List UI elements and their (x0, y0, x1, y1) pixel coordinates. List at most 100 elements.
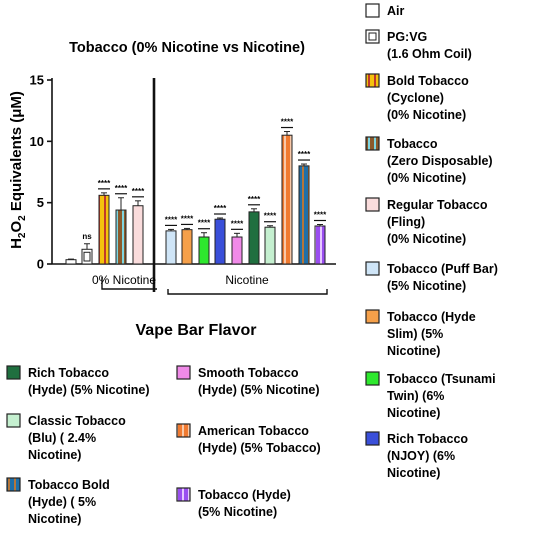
legend-right-item: PG:VG (1.6 Ohm Coil) (365, 29, 472, 61)
group-bracket-1 (167, 289, 328, 295)
legend-right-item: Tobacco (Puff Bar) (5% Nicotine) (365, 261, 498, 293)
group-label-0: 0% Nicotine (92, 273, 156, 287)
significance-label: **** (115, 184, 128, 193)
legend-label: Tobacco (387, 137, 438, 151)
legend-bottom-item: Tobacco Bold (Hyde) ( 5% Nicotine) (6, 477, 110, 526)
legend-right-item: Regular Tobacco (Fling) (0% Nicotine) (365, 197, 488, 246)
bar (264, 226, 276, 265)
legend-label: American Tobacco (198, 424, 309, 438)
legend-label: Tobacco (Hyde (387, 310, 476, 324)
bar (231, 236, 243, 265)
legend-label: Bold Tobacco (387, 74, 469, 88)
legend-right-item: Rich Tobacco (NJOY) (6% Nicotine) (365, 431, 468, 480)
significance-label: **** (298, 150, 311, 159)
legend-right-item: Tobacco (Tsunami Twin) (6% Nicotine) (365, 371, 496, 420)
legend-bottom-item: American Tobacco (Hyde) (5% Tobacco) (176, 423, 321, 455)
bar (65, 259, 77, 265)
legend-swatch-inner (368, 32, 377, 41)
bar (314, 225, 326, 265)
legend-swatch (6, 365, 21, 380)
legend-label: Tobacco (Hyde) (198, 488, 291, 502)
y-axis-label-h: H (8, 238, 25, 249)
significance-label: **** (231, 219, 244, 228)
legend-label: Nicotine) (28, 512, 81, 526)
y-axis-label-o: O (8, 221, 25, 233)
significance-label: **** (314, 211, 327, 220)
legend-label: (0% Nicotine) (387, 232, 466, 246)
legend-right-item: Air (365, 3, 405, 18)
group-bracket-0 (101, 277, 157, 290)
legend-label: (Hyde) (5% Tobacco) (198, 441, 321, 455)
legend-swatch (365, 431, 380, 446)
chart-title: Tobacco (0% Nicotine vs Nicotine) (69, 40, 305, 56)
legend-label: Rich Tobacco (387, 432, 468, 446)
bar (248, 211, 260, 265)
legend-label: (5% Nicotine) (387, 279, 466, 293)
bar-inner (83, 251, 91, 262)
legend-swatch (176, 365, 191, 380)
bar (115, 209, 127, 265)
legend-right-item: Tobacco (Zero Disposable) (0% Nicotine) (365, 136, 493, 185)
legend-label: Nicotine) (387, 406, 440, 420)
legend-label: PG:VG (387, 30, 427, 44)
legend-right-item: Tobacco (Hyde Slim) (5% Nicotine) (365, 309, 476, 358)
significance-label: **** (132, 187, 145, 196)
legend-label: Nicotine) (387, 466, 440, 480)
legend-label: Smooth Tobacco (198, 366, 299, 380)
legend-bottom-item: Rich Tobacco (Hyde) (5% Nicotine) (6, 365, 150, 397)
legend-swatch (365, 197, 380, 212)
legend-label: Tobacco Bold (28, 478, 110, 492)
legend-label: (NJOY) (6% (387, 449, 455, 463)
legend-label: Regular Tobacco (387, 198, 488, 212)
legend-swatch (6, 477, 21, 492)
legend-label: (Hyde) (5% Nicotine) (28, 383, 150, 397)
bar (281, 134, 293, 265)
significance-label: **** (198, 219, 211, 228)
legend-label: Nicotine) (387, 344, 440, 358)
legend-swatch (365, 371, 380, 386)
bar (98, 194, 110, 265)
significance-label: **** (214, 204, 227, 213)
legend-label: (5% Nicotine) (198, 505, 277, 519)
y-axis-label-rest: Equivalents (μM) (8, 91, 25, 215)
legend-label: Tobacco (Tsunami (387, 372, 496, 386)
y-tick-label: 5 (37, 195, 44, 210)
group-label-1: Nicotine (225, 273, 269, 287)
legend-bottom-item: Smooth Tobacco (Hyde) (5% Nicotine) (176, 365, 320, 397)
legend-swatch (365, 3, 380, 18)
bar (165, 230, 177, 265)
legend-swatch (365, 309, 380, 324)
legend-label: Classic Tobacco (28, 414, 126, 428)
significance-label: **** (98, 179, 111, 188)
legend-bottom-item: Tobacco (Hyde) (5% Nicotine) (176, 487, 291, 519)
legend-label: (Hyde) (5% Nicotine) (198, 383, 320, 397)
significance-label: **** (181, 214, 194, 223)
bar (181, 229, 193, 265)
significance-label: **** (165, 215, 178, 224)
legend-bottom-item: Classic Tobacco (Blu) ( 2.4% Nicotine) (6, 413, 126, 462)
legend-label: Slim) (5% (387, 327, 443, 341)
y-tick-label: 10 (30, 134, 44, 149)
legend-label: (Blu) ( 2.4% (28, 431, 96, 445)
y-tick-label: 0 (37, 257, 44, 272)
y-axis-label: H2O2 Equivalents (μM) (8, 91, 28, 249)
y-tick-label: 15 (30, 73, 44, 88)
bar (298, 165, 310, 265)
legend-label: (Fling) (387, 215, 425, 229)
legend-label: (0% Nicotine) (387, 171, 466, 185)
legend-label: Rich Tobacco (28, 366, 109, 380)
legend-swatch (365, 73, 380, 88)
legend-right-item: Bold Tobacco (Cyclone) (0% Nicotine) (365, 73, 469, 122)
legend-label: Twin) (6% (387, 389, 444, 403)
legend-swatch (6, 413, 21, 428)
bar (198, 236, 210, 265)
significance-label: **** (248, 195, 261, 204)
legend-label: (0% Nicotine) (387, 108, 466, 122)
x-axis-label: Vape Bar Flavor (136, 322, 257, 339)
legend-swatch (176, 487, 191, 502)
bar (132, 205, 144, 265)
legend-label: (Hyde) ( 5% (28, 495, 96, 509)
legend-label: (Zero Disposable) (387, 154, 493, 168)
legend-swatch (365, 261, 380, 276)
